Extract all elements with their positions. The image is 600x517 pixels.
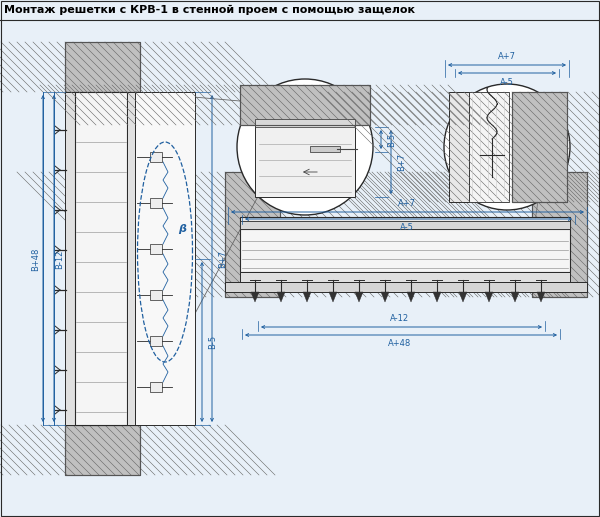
Bar	[225, 172, 280, 297]
Text: A+48: A+48	[388, 339, 412, 348]
Bar	[255, 125, 355, 197]
Bar	[532, 172, 587, 297]
Bar	[240, 85, 370, 125]
Polygon shape	[381, 292, 389, 302]
Polygon shape	[433, 292, 441, 302]
Polygon shape	[537, 292, 545, 302]
Bar	[240, 85, 370, 125]
Circle shape	[444, 84, 570, 210]
Bar	[150, 336, 162, 346]
Polygon shape	[251, 292, 259, 302]
Circle shape	[237, 79, 373, 215]
Text: A-5: A-5	[400, 223, 414, 232]
Circle shape	[237, 79, 373, 215]
Text: B-12: B-12	[56, 249, 65, 269]
Bar	[65, 425, 140, 475]
Text: A-5: A-5	[500, 78, 514, 87]
Bar	[240, 217, 570, 229]
Text: B+7: B+7	[397, 153, 406, 171]
Bar	[135, 92, 195, 425]
Circle shape	[444, 84, 570, 210]
Text: A-12: A-12	[391, 314, 410, 323]
Bar	[512, 92, 567, 202]
Bar	[150, 244, 162, 254]
Bar	[310, 146, 340, 152]
Bar	[240, 272, 570, 282]
Text: B+48: B+48	[32, 247, 41, 271]
Bar	[65, 42, 140, 92]
Bar	[65, 425, 140, 475]
Text: A+7: A+7	[398, 199, 416, 208]
Bar	[240, 221, 570, 229]
Bar	[240, 229, 570, 272]
Polygon shape	[407, 292, 415, 302]
Bar	[449, 92, 469, 202]
Bar	[65, 92, 75, 425]
Bar	[225, 172, 280, 297]
Bar	[532, 172, 587, 297]
Bar	[65, 42, 140, 92]
Bar	[225, 172, 280, 297]
Polygon shape	[329, 292, 337, 302]
Bar	[512, 92, 567, 202]
Polygon shape	[355, 292, 363, 302]
Polygon shape	[485, 292, 493, 302]
Bar	[532, 172, 587, 297]
Polygon shape	[511, 292, 519, 302]
Bar	[150, 152, 162, 162]
Bar	[150, 382, 162, 392]
Text: B-5: B-5	[387, 133, 396, 147]
Text: B-5: B-5	[208, 335, 217, 349]
Polygon shape	[277, 292, 285, 302]
Bar	[512, 92, 567, 202]
Bar	[65, 425, 140, 475]
Text: B+7: B+7	[218, 250, 227, 268]
Polygon shape	[459, 292, 467, 302]
Text: A+7: A+7	[498, 52, 516, 61]
Bar	[225, 282, 587, 292]
Text: Монтаж решетки с КРВ-1 в стенной проем с помощью защелок: Монтаж решетки с КРВ-1 в стенной проем с…	[4, 5, 415, 15]
Polygon shape	[303, 292, 311, 302]
Bar	[469, 92, 509, 202]
Bar	[150, 198, 162, 208]
Bar	[65, 42, 140, 92]
Bar	[255, 119, 355, 127]
Bar	[127, 92, 135, 425]
Bar	[150, 290, 162, 300]
Text: β: β	[178, 224, 186, 234]
Bar	[240, 85, 370, 125]
Bar	[75, 92, 127, 425]
